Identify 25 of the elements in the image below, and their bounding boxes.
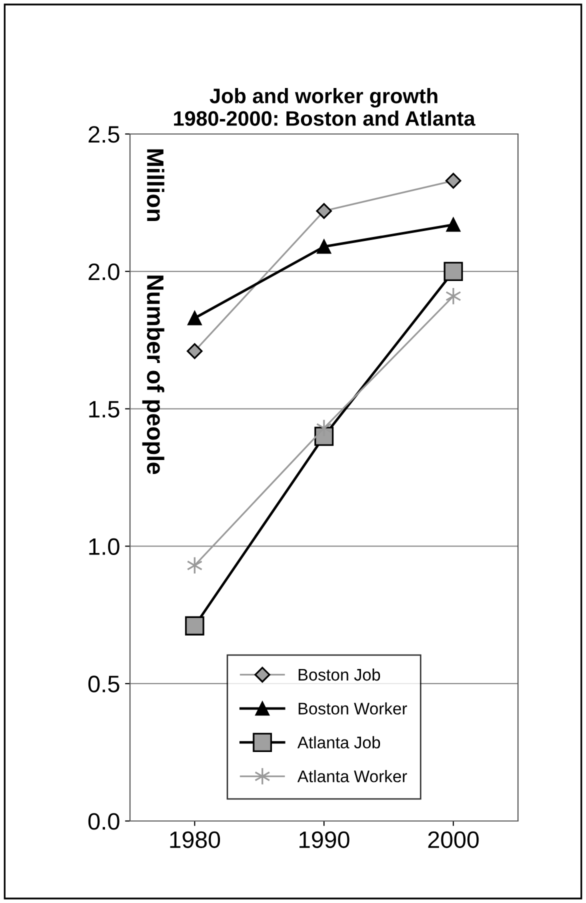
point	[188, 311, 202, 326]
point	[186, 343, 203, 359]
annotation: Million	[146, 149, 164, 222]
point	[316, 203, 332, 219]
y-tick-label: 1.0	[89, 538, 120, 555]
y-tick-label: 1.5	[89, 401, 120, 418]
x-tick-label: 1990	[300, 831, 350, 848]
y-axis-title: Number of people	[142, 276, 164, 474]
chart-title: Job and worker growth 1980-2000: Boston and Atlanta	[174, 88, 476, 126]
point	[444, 262, 463, 281]
legend-label: Boston Worker	[298, 702, 408, 715]
point	[316, 240, 332, 254]
y-tick-label: 0.5	[88, 676, 120, 692]
y-tick-label: 2.5	[88, 126, 120, 143]
legend-label: Atlanta Worker	[297, 770, 408, 782]
legend-label: Boston Job	[298, 668, 380, 681]
point	[185, 616, 204, 636]
y-tick-label: 0.0	[88, 813, 120, 830]
legend-label: Atlanta Job	[297, 736, 380, 748]
x-tick-label: 2000	[428, 831, 479, 848]
y-tick-label: 2.0	[88, 263, 120, 280]
x-tick-label: 1980	[170, 831, 220, 848]
point	[446, 218, 460, 232]
point	[316, 419, 332, 437]
point	[445, 172, 462, 189]
